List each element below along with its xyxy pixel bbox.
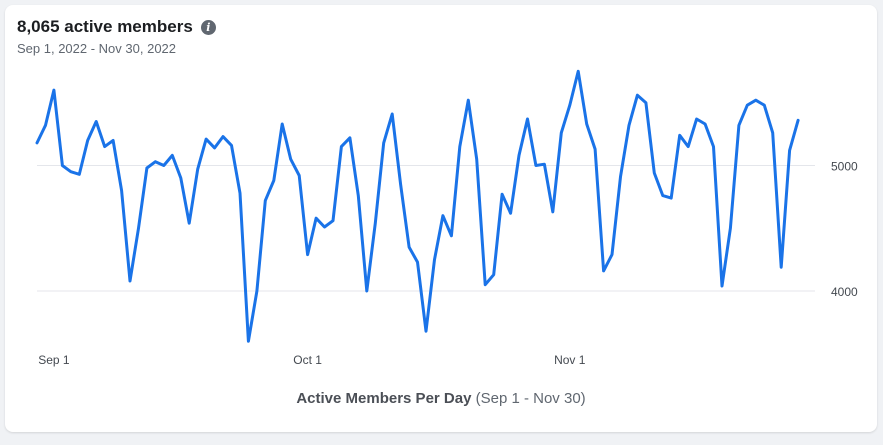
date-range-subtitle: Sep 1, 2022 - Nov 30, 2022 <box>17 41 177 56</box>
x-tick-label-nov-1: Nov 1 <box>554 353 586 367</box>
active-members-card: 8,065 active members i Sep 1, 2022 - Nov… <box>5 5 877 432</box>
footer-range: (Sep 1 - Nov 30) <box>475 390 586 407</box>
card-title: 8,065 active members <box>17 17 193 36</box>
y-tick-label-4000: 4000 <box>831 285 858 299</box>
y-tick-label-5000: 5000 <box>831 159 858 173</box>
series-line-active-members <box>35 69 800 343</box>
chart-footer: Active Members Per Day (Sep 1 - Nov 30) <box>5 390 877 407</box>
title-row: 8,065 active members i <box>17 17 216 37</box>
x-tick-label-oct-1: Oct 1 <box>293 353 322 367</box>
x-tick-label-sep-1: Sep 1 <box>38 353 70 367</box>
active-members-line-chart: 4000 5000 Sep 1 Oct 1 Nov 1 <box>35 69 858 367</box>
footer-label: Active Members Per Day <box>296 390 472 407</box>
info-icon[interactable]: i <box>200 19 216 35</box>
card-header: 8,065 active members i Sep 1, 2022 - Nov… <box>17 17 216 56</box>
